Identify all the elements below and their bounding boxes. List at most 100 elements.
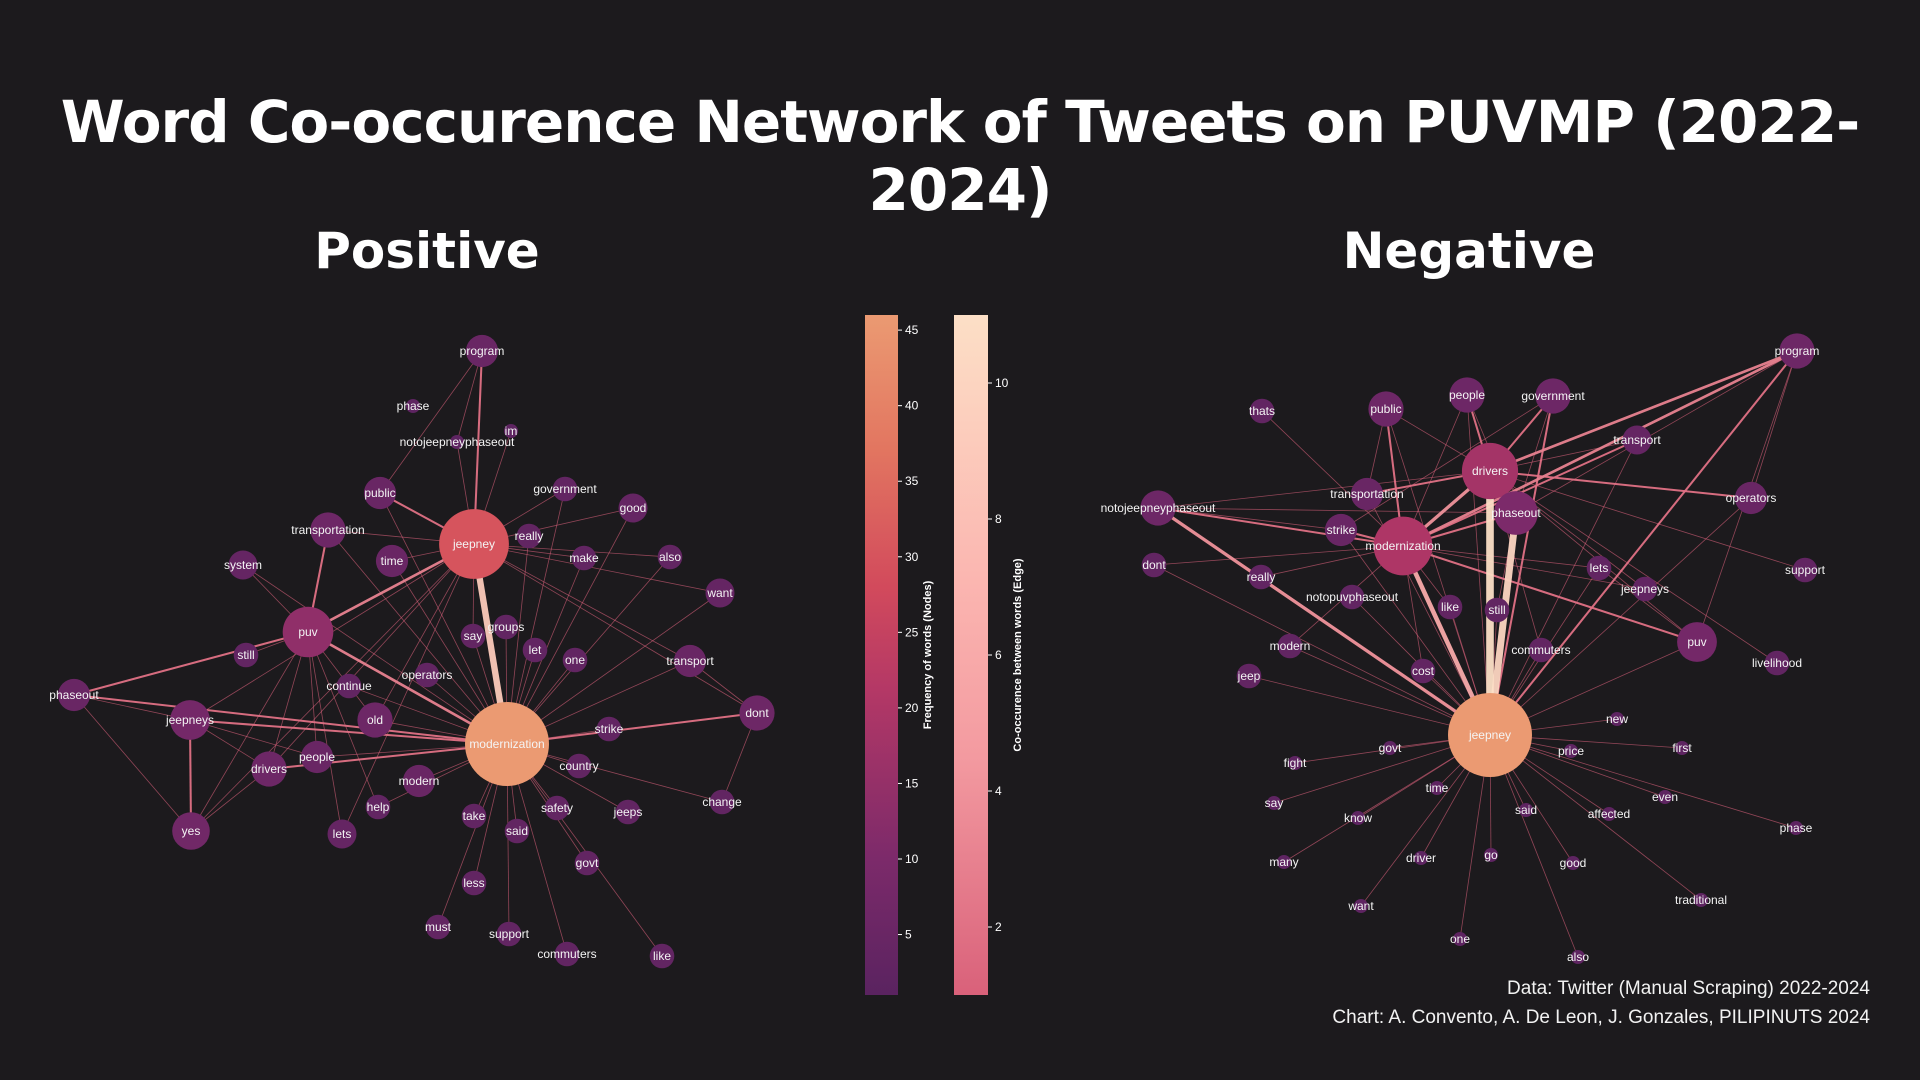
- edge-jeepney-strike: [1340, 529, 1491, 736]
- node-label-system: system: [224, 558, 262, 572]
- positive-subtitle: Positive: [314, 222, 540, 280]
- edge-phaseout-modernization: [73, 693, 508, 746]
- node-label-also: also: [1567, 950, 1589, 964]
- node-label-price: price: [1558, 744, 1584, 758]
- node-let: [522, 637, 548, 663]
- node-label-program: program: [460, 344, 505, 358]
- node-public: [363, 476, 397, 510]
- node-good: [618, 493, 648, 523]
- node-must: [425, 914, 451, 940]
- edge-jeepney-transport: [1489, 439, 1638, 736]
- node-label-groups: groups: [488, 620, 525, 634]
- edge-program-public: [379, 350, 483, 494]
- node-label-strike: strike: [1327, 523, 1356, 537]
- data-credit: Data: Twitter (Manual Scraping) 2022-202…: [1507, 978, 1870, 999]
- node-want: [1354, 899, 1368, 913]
- node-commuters: [1528, 637, 1554, 663]
- node-yes: [172, 812, 210, 850]
- node-country: [566, 753, 592, 779]
- node-label-good: good: [620, 501, 647, 515]
- node-label-good: good: [1560, 856, 1587, 870]
- node-label-said: said: [506, 824, 528, 838]
- node-transportation: [310, 512, 346, 548]
- edge-colorbar: [954, 315, 988, 995]
- edges-tick-label: 6: [995, 648, 1002, 662]
- node-modernization: [465, 702, 549, 786]
- node-label-transportation: transportation: [1330, 487, 1403, 501]
- edge-puv-lets: [1598, 567, 1698, 643]
- node-label-notojeepneyphaseout: notojeepneyphaseout: [400, 435, 515, 449]
- node-go: [1484, 848, 1498, 862]
- node-label-drivers: drivers: [251, 762, 287, 776]
- edges-tick-label: 2: [995, 920, 1002, 934]
- node-label-time: time: [1426, 781, 1449, 795]
- node-first: [1675, 741, 1689, 755]
- node-label-public: public: [364, 486, 395, 500]
- node-label-drivers: drivers: [1472, 464, 1508, 478]
- edge-yes-puv: [190, 631, 309, 832]
- node-puv: [1677, 622, 1717, 662]
- node-label-still: still: [1488, 603, 1505, 617]
- nodes-tick-label: 5: [905, 928, 912, 942]
- node-less: [461, 870, 487, 896]
- node-operators: [1734, 481, 1768, 515]
- nodes-tick-label: 20: [905, 701, 919, 715]
- node-label-less: less: [463, 876, 484, 890]
- edge-program-jeepney: [1489, 350, 1798, 736]
- node-label-jeepneys: jeepneys: [165, 713, 214, 727]
- node-label-people: people: [1449, 388, 1485, 402]
- edge-notojeepneyphaseout-strike: [1157, 507, 1342, 531]
- node-change: [709, 789, 735, 815]
- node-label-jeep: jeep: [1237, 669, 1261, 683]
- node-label-government: government: [533, 482, 597, 496]
- node-label-lets: lets: [1590, 561, 1609, 575]
- node-puv: [282, 606, 334, 658]
- negative-labels: jeepney modernization drivers phaseout puv pr…: [1101, 344, 1826, 964]
- node-label-modern: modern: [399, 774, 440, 788]
- node-label-traditional: traditional: [1675, 893, 1727, 907]
- node-still: [1484, 597, 1510, 623]
- edge-jeepney-drivers: [268, 543, 475, 770]
- node-label-modern: modern: [1270, 639, 1311, 653]
- node-label-transport: transport: [1613, 433, 1661, 447]
- node-driver: [1414, 851, 1428, 865]
- nodes-tick-label: 10: [905, 852, 919, 866]
- node-label-old: old: [367, 713, 383, 727]
- edge-government-jeepney: [1488, 395, 1555, 736]
- node-say: [1267, 796, 1281, 810]
- node-label-even: even: [1652, 790, 1678, 804]
- node-label-said: said: [1515, 803, 1537, 817]
- nodes-tick-label: 40: [905, 399, 919, 413]
- node-jeepney: [439, 509, 509, 579]
- node-dont: [1141, 552, 1167, 578]
- node-phase: [1789, 821, 1803, 835]
- edge-jeepney-phase: [1489, 734, 1797, 829]
- edge-support-drivers: [1489, 470, 1806, 571]
- node-really: [1248, 564, 1274, 590]
- node-take: [461, 803, 487, 829]
- edge-like-modernization: [506, 743, 663, 957]
- node-label-like: like: [1441, 600, 1459, 614]
- node-groups: [493, 614, 519, 640]
- node-notojeepneyphaseout: [450, 435, 464, 449]
- node-modern: [402, 764, 436, 798]
- node-jeepneys: [170, 700, 210, 740]
- edge-jeepney-transport: [473, 543, 691, 662]
- node-cost: [1410, 658, 1436, 684]
- edge-puv-modernization: [1402, 545, 1698, 643]
- node-notojeepneyphaseout: [1140, 490, 1176, 526]
- node-program: [1779, 333, 1815, 369]
- node-support: [1792, 557, 1818, 583]
- node-label-puv: puv: [1687, 635, 1706, 649]
- edges-tick-label: 4: [995, 784, 1002, 798]
- node-lets: [1586, 555, 1612, 581]
- node-jeep: [1236, 663, 1262, 689]
- node-label-jeepneys: jeepneys: [1620, 582, 1669, 596]
- edge-livelihood-drivers: [1489, 470, 1778, 664]
- node-livelihood: [1764, 650, 1790, 676]
- node-label-want: want: [706, 586, 733, 600]
- node-label-fight: fight: [1284, 756, 1307, 770]
- edge-puv-help: [307, 631, 379, 808]
- edge-colorbar-label: Co-occurence between words (Edge): [1012, 558, 1024, 751]
